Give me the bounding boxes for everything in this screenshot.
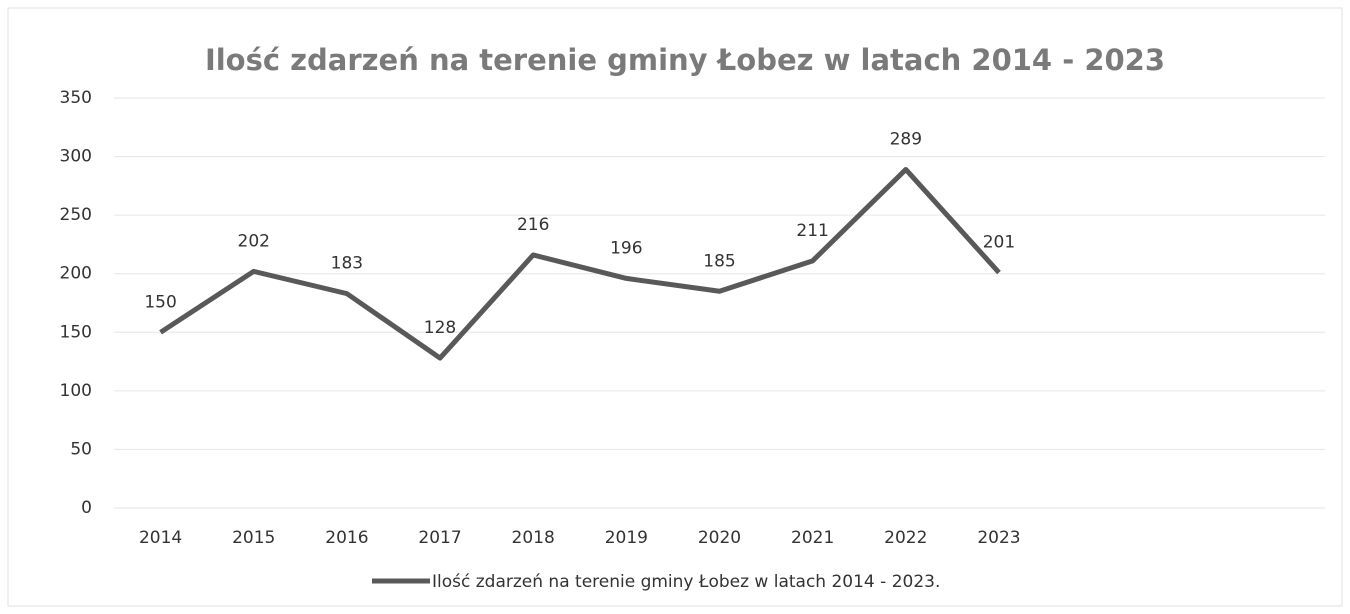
legend-label: Ilość zdarzeń na terenie gminy Łobez w l… bbox=[432, 572, 940, 592]
x-tick-label: 2016 bbox=[325, 528, 368, 548]
x-tick-label: 2023 bbox=[977, 528, 1020, 548]
x-tick-label: 2019 bbox=[605, 528, 648, 548]
data-line bbox=[159, 166, 1001, 361]
x-tick-label: 2020 bbox=[698, 528, 741, 548]
y-tick-label: 250 bbox=[60, 205, 92, 225]
data-label: 128 bbox=[424, 318, 456, 338]
chart-title: Ilość zdarzeń na terenie gminy Łobez w l… bbox=[205, 43, 1165, 77]
y-tick-label: 100 bbox=[60, 381, 92, 401]
data-label: 150 bbox=[144, 292, 176, 312]
y-tick-label: 350 bbox=[60, 88, 92, 108]
x-tick-label: 2018 bbox=[512, 528, 555, 548]
x-tick-label: 2015 bbox=[232, 528, 275, 548]
y-tick-label: 200 bbox=[60, 264, 92, 284]
data-label: 216 bbox=[517, 215, 549, 235]
y-tick-label: 300 bbox=[60, 147, 92, 167]
data-label: 289 bbox=[890, 129, 922, 149]
x-tick-label: 2022 bbox=[884, 528, 927, 548]
data-label: 202 bbox=[238, 231, 270, 251]
data-label: 201 bbox=[983, 233, 1015, 253]
data-label: 196 bbox=[610, 238, 642, 258]
x-tick-label: 2017 bbox=[418, 528, 461, 548]
data-label: 185 bbox=[703, 251, 735, 271]
x-tick-label: 2014 bbox=[139, 528, 182, 548]
y-tick-label: 0 bbox=[81, 498, 92, 518]
data-label: 183 bbox=[331, 254, 363, 274]
x-tick-label: 2021 bbox=[791, 528, 834, 548]
y-tick-label: 50 bbox=[70, 439, 92, 459]
chart-border bbox=[7, 7, 1343, 607]
y-tick-label: 150 bbox=[60, 322, 92, 342]
data-label: 211 bbox=[796, 221, 828, 241]
